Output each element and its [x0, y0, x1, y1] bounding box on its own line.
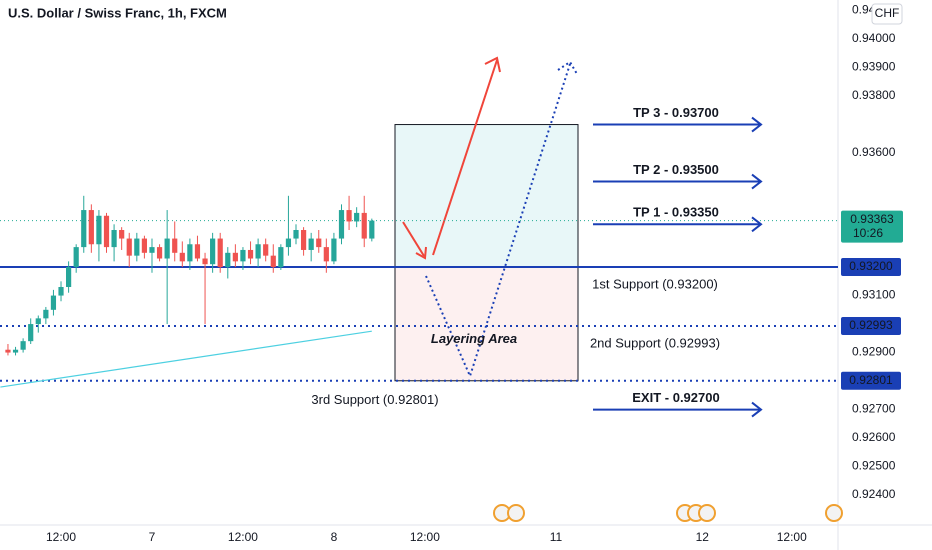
y-tick-label: 0.93100 [852, 288, 896, 302]
currency-badge [871, 3, 903, 25]
candle-body [126, 238, 132, 256]
y-tick-label: 0.92700 [852, 402, 896, 416]
candle-body [331, 238, 337, 262]
level-badge-label: 0.92993 [849, 318, 893, 332]
level-badge [841, 317, 901, 336]
moving-average [0, 330, 372, 388]
target-label: TP 3 - 0.93700 [633, 105, 719, 120]
countdown-label: 10:26 [853, 226, 883, 240]
target-arrow-head [751, 116, 763, 133]
candle-body [50, 295, 57, 310]
support-label: 2nd Support (0.92993) [590, 335, 720, 350]
candle-body [217, 238, 223, 268]
event-flags [493, 504, 843, 522]
candle-body [323, 247, 329, 262]
zone-label: Layering Area [431, 331, 517, 346]
x-tick-label: 8 [331, 530, 338, 544]
level-badge-label: 0.92801 [849, 373, 893, 387]
y-tick-label: 0.94000 [852, 31, 896, 45]
candle-body [66, 267, 72, 288]
candle-body [81, 210, 87, 248]
zone [394, 124, 579, 268]
x-tick-label: 12:00 [228, 530, 258, 544]
target-label: TP 1 - 0.93350 [633, 205, 719, 220]
x-tick-label: 7 [149, 530, 156, 544]
candle-body [164, 238, 170, 259]
candle-body [179, 252, 185, 262]
candle-body [119, 230, 125, 239]
x-tick-label: 12 [696, 530, 710, 544]
last-price-badge [841, 210, 903, 243]
candle-body [278, 247, 284, 268]
currency-label: CHF [875, 6, 900, 20]
candle-body [172, 238, 178, 253]
support-label: 1st Support (0.93200) [592, 276, 718, 291]
target-arrow-head [751, 216, 763, 233]
candle-body [247, 249, 254, 259]
candle-body [240, 249, 246, 262]
y-tick-label: 0.92400 [852, 487, 896, 501]
candle-body [88, 210, 94, 245]
candle-body [111, 230, 117, 248]
red-arrow [402, 56, 501, 260]
candle-body [20, 341, 26, 350]
candle-body [285, 238, 292, 248]
level-badge [841, 258, 901, 277]
x-tick-label: 12:00 [777, 530, 807, 544]
candle-body [58, 287, 64, 296]
dotted-arrow [425, 60, 578, 379]
candle-body [346, 210, 352, 222]
candle-body [134, 238, 140, 256]
x-tick-label: 12:00 [410, 530, 440, 544]
x-tick-label: 11 [550, 530, 563, 544]
candle-body [96, 215, 102, 245]
candle-body [210, 238, 216, 265]
y-tick-label: 0.92500 [852, 459, 896, 473]
candle-body [293, 230, 299, 239]
y-tick-label: 0.92600 [852, 430, 896, 444]
target-label: TP 2 - 0.93500 [633, 162, 719, 177]
drawings [394, 124, 579, 382]
x-tick-label: 12:00 [46, 530, 76, 544]
candle-body [103, 215, 110, 248]
candle-body [202, 258, 208, 265]
candle-body [43, 309, 49, 319]
candle-body [369, 220, 375, 239]
target-arrow-head [751, 173, 763, 190]
candle-body [35, 318, 41, 325]
y-tick-label: 0.92900 [852, 345, 896, 359]
candle-body [300, 230, 307, 250]
candle-body [270, 255, 276, 268]
level-badge-label: 0.93200 [849, 259, 893, 273]
candle-body [361, 212, 367, 239]
candle-body [354, 212, 360, 222]
candle-body [225, 252, 231, 268]
target-label: EXIT - 0.92700 [632, 390, 719, 405]
target-arrow-head [751, 401, 763, 418]
last-price-label: 0.93363 [850, 212, 894, 226]
candle-body [12, 349, 19, 353]
y-tick-label: 0.93900 [852, 60, 896, 74]
zone [394, 266, 579, 382]
candle-body [308, 238, 314, 250]
candle-body [232, 252, 238, 262]
candle-body [156, 247, 163, 259]
candle-body [73, 247, 79, 268]
candle-body [316, 238, 322, 248]
candle-body [187, 244, 193, 262]
y-tick-label: 0.93600 [852, 145, 896, 159]
candle-body [28, 324, 34, 342]
level-badge [841, 371, 901, 390]
candle-body [5, 349, 11, 353]
candle-body [141, 238, 148, 253]
candle-body [263, 244, 269, 256]
candle-body [194, 244, 201, 259]
candle-body [149, 247, 155, 253]
candle-body [338, 210, 345, 239]
y-tick-label: 0.93800 [852, 88, 896, 102]
chart-title: U.S. Dollar / Swiss Franc, 1h, FXCM [8, 5, 227, 20]
candle-body [255, 244, 261, 259]
support-label: 3rd Support (0.92801) [311, 392, 438, 407]
